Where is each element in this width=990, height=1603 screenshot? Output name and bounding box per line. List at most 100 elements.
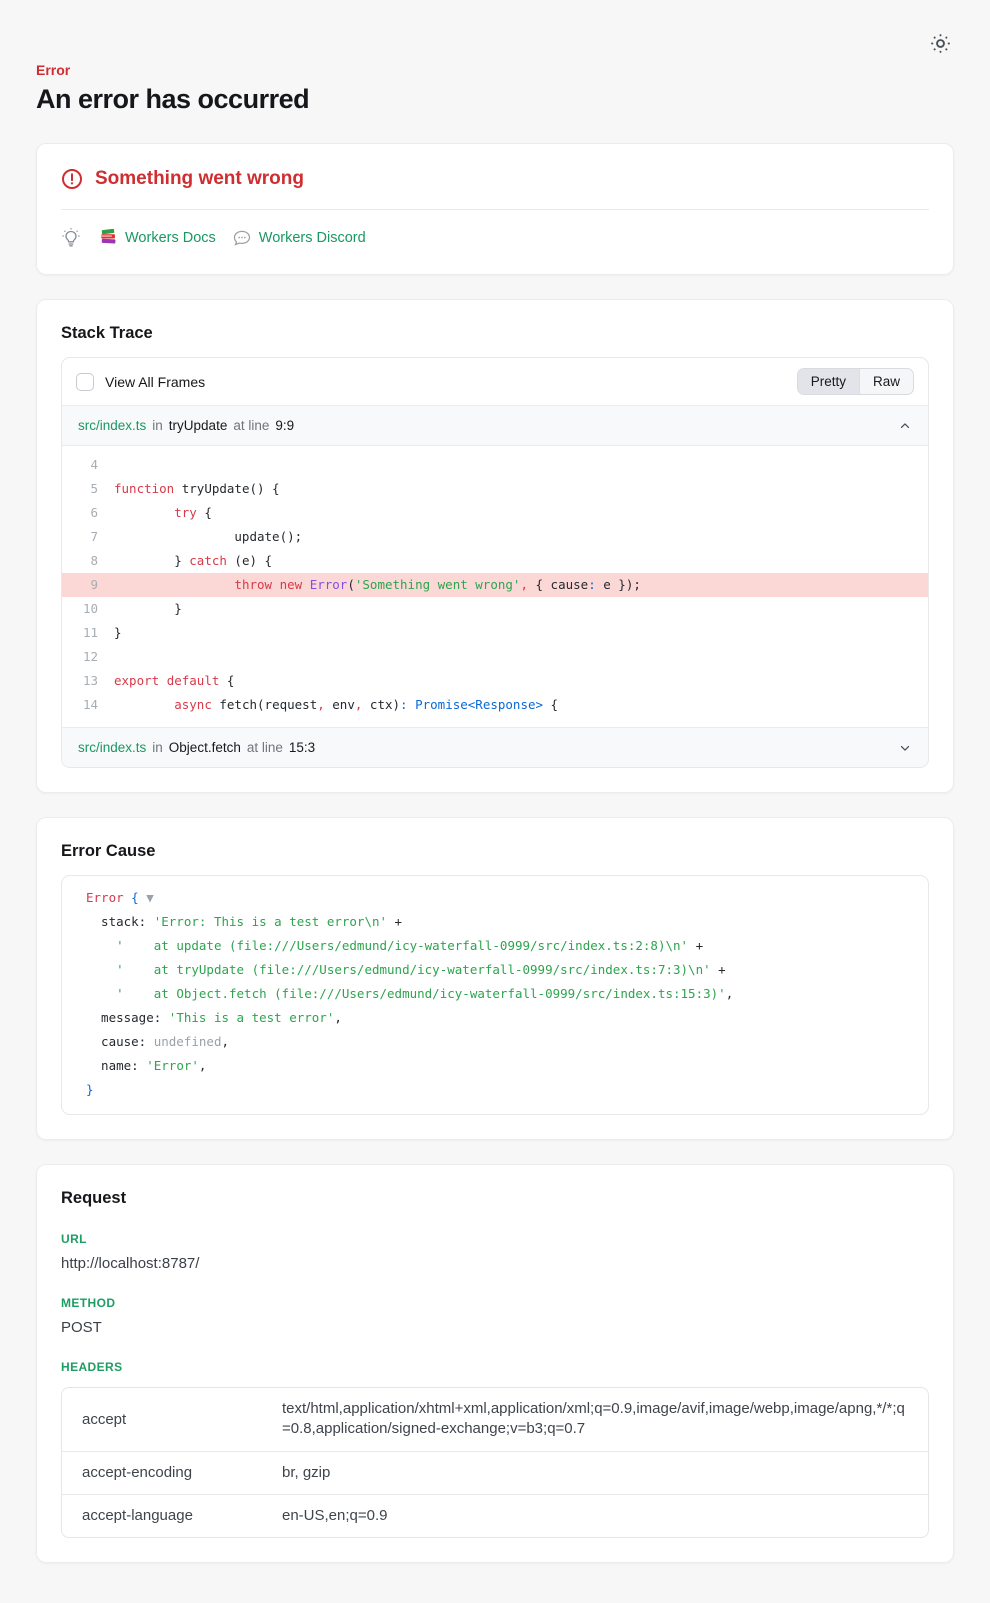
code-line: 12 (62, 645, 928, 669)
frame-header-2[interactable]: src/index.ts in Object.fetch at line 15:… (62, 727, 928, 767)
trace-box: View All Frames Pretty Raw src/index.ts … (61, 357, 929, 768)
line-content: throw new Error('Something went wrong', … (114, 573, 641, 597)
header-key: accept-language (62, 1493, 262, 1537)
code-token: cause: (86, 1034, 154, 1049)
code-token: } (114, 625, 122, 640)
books-icon (99, 228, 118, 247)
code-token: 'Error' (146, 1058, 199, 1073)
code-token: (e) { (226, 553, 273, 568)
alert-title: Something went wrong (95, 168, 304, 189)
code-token: 'Something went wrong' (354, 577, 521, 592)
code-token: } (114, 553, 190, 568)
line-content (114, 645, 122, 669)
error-cause-line: ' at Object.fetch (file:///Users/edmund/… (86, 982, 904, 1006)
line-number: 6 (90, 505, 98, 520)
code-token: , (725, 986, 734, 1001)
header-key: accept (82, 1410, 127, 1428)
code-line: 14 async fetch(request, env, ctx): Promi… (62, 693, 928, 717)
workers-discord-link[interactable]: Workers Discord (232, 228, 366, 248)
line-content (114, 453, 122, 477)
code-token: new (279, 577, 303, 592)
help-links-row: Workers Docs Workers Discord (61, 227, 929, 248)
alert-title-row: Something went wrong (61, 168, 929, 190)
lightbulb-icon (61, 227, 81, 248)
line-number: 9 (90, 577, 98, 592)
theme-toggle-button[interactable] (927, 30, 954, 53)
code-token: + (688, 938, 704, 953)
code-token (86, 938, 116, 953)
code-token (114, 697, 174, 712)
code-token: message: (86, 1010, 169, 1025)
line-content: } (114, 597, 182, 621)
code-token: tryUpdate() { (174, 481, 280, 496)
line-number: 8 (90, 553, 98, 568)
header-row: accept-language en-US,en;q=0.9 (62, 1493, 928, 1537)
code-token: , (317, 697, 325, 712)
code-line: 11} (62, 621, 928, 645)
code-token: name: (86, 1058, 147, 1073)
code-token: async (174, 697, 212, 712)
error-cause-line: message: 'This is a test error', (86, 1006, 904, 1030)
code-token: + (387, 914, 403, 929)
headers-table: accept text/html,application/xhtml+xml,ap… (62, 1388, 928, 1537)
code-token: try (174, 505, 197, 520)
code-token: , (198, 1058, 207, 1073)
url-label: URL (61, 1232, 87, 1246)
workers-docs-link[interactable]: Workers Docs (99, 228, 216, 247)
frame-2-meta: src/index.ts in Object.fetch at line 15:… (78, 740, 315, 755)
line-number: 14 (82, 697, 98, 712)
line-content: try { (114, 501, 212, 525)
code-token (114, 577, 234, 592)
code-token (272, 577, 280, 592)
code-token: ctx) (362, 697, 401, 712)
line-content: function tryUpdate() { (114, 477, 280, 501)
alert-circle-icon (61, 168, 83, 190)
page-title: An error has occurred (36, 84, 310, 114)
code-token: e }); (595, 577, 641, 592)
code-token: ' at Object.fetch (file:///Users/edmund/… (116, 986, 726, 1001)
code-line: 7 update(); (62, 525, 928, 549)
method-label: METHOD (61, 1296, 116, 1310)
code-token: update(); (114, 529, 303, 544)
error-eyebrow: Error (36, 62, 71, 78)
code-token: { (219, 673, 235, 688)
view-all-frames-control[interactable]: View All Frames (76, 372, 205, 391)
view-all-frames-checkbox[interactable] (76, 372, 94, 391)
divider (61, 209, 929, 210)
frame-2-in-word: in (152, 740, 163, 755)
format-toggle-raw[interactable]: Raw (858, 369, 913, 394)
frame-1-function: tryUpdate (168, 418, 228, 433)
code-line: 4 (62, 453, 928, 477)
format-toggle: Pretty Raw (796, 368, 914, 395)
code-token (302, 577, 310, 592)
code-token: : (400, 697, 408, 712)
code-token: throw (234, 577, 273, 592)
line-content: async fetch(request, env, ctx): Promise<… (114, 693, 558, 717)
error-cause-title: Error Cause (61, 842, 156, 860)
code-token: ( (347, 577, 355, 592)
format-toggle-pretty[interactable]: Pretty (797, 369, 859, 394)
headers-table-body: accept text/html,application/xhtml+xml,ap… (62, 1388, 928, 1537)
code-token: } (86, 1082, 94, 1097)
frame-1-meta: src/index.ts in tryUpdate at line 9:9 (78, 418, 294, 433)
header-value: text/html,application/xhtml+xml,applicat… (282, 1400, 905, 1438)
code-token: Error (309, 577, 348, 592)
code-token: fetch(request (211, 697, 318, 712)
code-token: 'This is a test error' (168, 1010, 335, 1025)
error-cause-line: ' at update (file:///Users/edmund/icy-wa… (86, 934, 904, 958)
sun-icon (929, 34, 952, 58)
request-card: Request URL http://localhost:8787/ METHO… (36, 1164, 954, 1563)
chevron-down-icon (898, 741, 912, 755)
frame-1-location: 9:9 (275, 418, 295, 433)
error-cause-card: Error Cause Error { ▼ stack: 'Error: Thi… (36, 817, 954, 1140)
frame-header-1[interactable]: src/index.ts in tryUpdate at line 9:9 (62, 406, 928, 446)
method-value: POST (61, 1319, 102, 1336)
code-token: { (543, 697, 559, 712)
code-token: export (114, 673, 160, 688)
line-content: } (114, 621, 122, 645)
code-token: , (520, 577, 528, 592)
workers-docs-label: Workers Docs (125, 229, 216, 246)
header-value: en-US,en;q=0.9 (262, 1493, 928, 1537)
code-token: , (221, 1034, 229, 1049)
trace-toolbar: View All Frames Pretty Raw (62, 358, 928, 406)
